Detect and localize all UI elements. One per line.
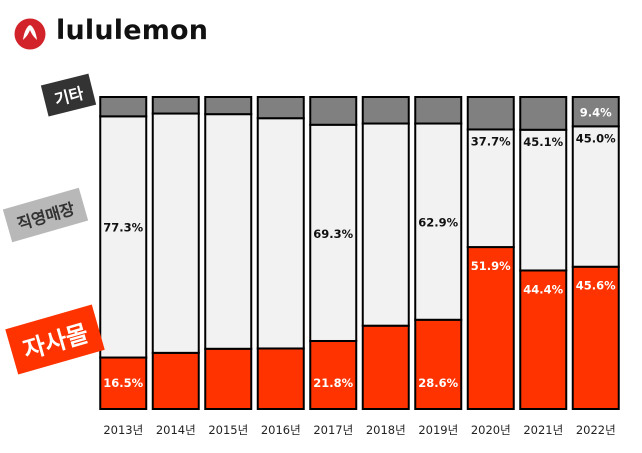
- brand-name: lululemon: [56, 15, 209, 46]
- x-tick-label-7: 2020년: [471, 423, 511, 437]
- bar-segment-own-mall-8: [519, 269, 568, 410]
- data-label-direct-store-4: 69.3%: [313, 227, 353, 241]
- data-label-own-mall-9: 45.6%: [576, 279, 616, 293]
- x-tick-label-8: 2021년: [523, 423, 563, 437]
- data-label-direct-store-7: 37.7%: [471, 134, 511, 148]
- bar-segment-direct-store-6: [414, 122, 463, 321]
- bar-segment-other-3: [256, 96, 305, 120]
- bar-segment-other-8: [519, 96, 568, 131]
- x-tick-label-5: 2018년: [366, 423, 406, 437]
- bar-segment-other-2: [204, 96, 253, 116]
- bar-segment-direct-store-7: [466, 128, 515, 249]
- bar-segment-other-5: [361, 96, 410, 125]
- bar-segment-other-0: [99, 96, 148, 118]
- bar-segment-own-mall-1: [151, 351, 200, 410]
- bar-segment-direct-store-1: [151, 112, 200, 354]
- x-tick-label-4: 2017년: [313, 423, 353, 437]
- data-label-direct-store-6: 62.9%: [418, 216, 458, 230]
- bar-segment-own-mall-3: [256, 347, 305, 410]
- bar-segment-own-mall-7: [466, 246, 515, 410]
- bar-segment-direct-store-0: [99, 115, 148, 359]
- bar-segment-direct-store-2: [204, 113, 253, 350]
- bar-segment-other-6: [414, 96, 463, 125]
- bar-segment-own-mall-2: [204, 347, 253, 410]
- x-tick-label-1: 2014년: [156, 423, 196, 437]
- data-label-own-mall-0: 16.5%: [103, 376, 143, 390]
- bar-segment-direct-store-9: [571, 125, 620, 268]
- data-label-own-mall-4: 21.8%: [313, 376, 353, 390]
- bar-segment-other-1: [151, 96, 200, 115]
- data-label-own-mall-8: 44.4%: [523, 282, 563, 296]
- bar-segment-own-mall-5: [361, 324, 410, 411]
- data-label-own-mall-7: 51.9%: [471, 259, 511, 273]
- data-label-own-mall-6: 28.6%: [418, 376, 458, 390]
- lululemon-logo-icon: [14, 18, 46, 50]
- bar-segment-direct-store-5: [361, 122, 410, 327]
- bar-segment-other-7: [466, 96, 515, 131]
- bar-segment-direct-store-3: [256, 117, 305, 350]
- data-label-direct-store-9: 45.0%: [576, 131, 616, 145]
- data-label-other-9: 9.4%: [580, 106, 612, 120]
- x-tick-label-9: 2022년: [576, 423, 616, 437]
- x-tick-label-3: 2016년: [261, 423, 301, 437]
- bar-segment-own-mall-4: [309, 339, 358, 411]
- x-tick-label-6: 2019년: [418, 423, 458, 437]
- bar-segment-other-9: [571, 96, 620, 128]
- bar-segment-other-4: [309, 96, 358, 126]
- bar-segment-own-mall-6: [414, 318, 463, 411]
- bar-segment-direct-store-8: [519, 128, 568, 272]
- data-label-direct-store-0: 77.3%: [103, 220, 143, 234]
- bar-segment-own-mall-9: [571, 265, 620, 410]
- bar-segment-own-mall-0: [99, 356, 148, 410]
- data-label-direct-store-8: 45.1%: [523, 135, 563, 149]
- x-tick-label-0: 2013년: [103, 423, 143, 437]
- x-tick-label-2: 2015년: [208, 423, 248, 437]
